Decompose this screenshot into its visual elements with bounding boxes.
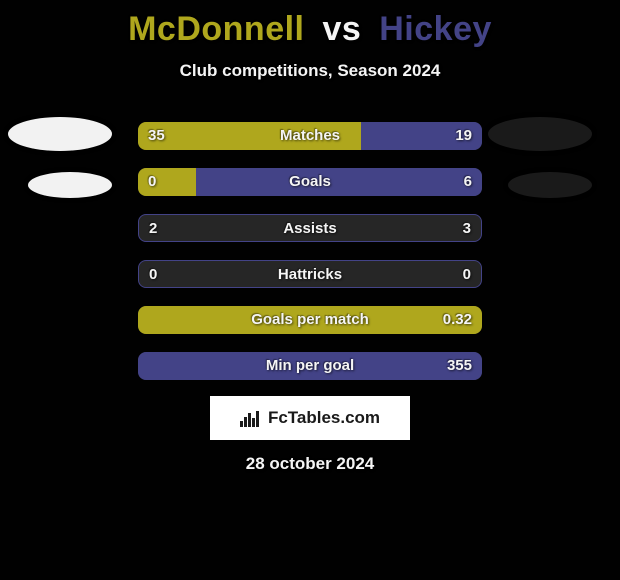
subtitle: Club competitions, Season 2024 [0, 61, 620, 81]
stat-row: 0Hattricks0 [138, 260, 482, 288]
barchart-icon [240, 409, 262, 427]
stat-value-right: 3 [463, 215, 471, 242]
stat-label: Matches [138, 122, 482, 150]
title: McDonnell vs Hickey [0, 0, 620, 49]
stat-row: Goals per match0.32 [138, 306, 482, 334]
title-vs: vs [322, 10, 361, 48]
stat-label: Assists [139, 215, 481, 242]
stat-label: Goals [138, 168, 482, 196]
badge-player1-b [28, 172, 112, 198]
title-player1: McDonnell [128, 10, 304, 48]
title-player2: Hickey [379, 10, 492, 48]
date-text: 28 october 2024 [0, 454, 620, 474]
stat-row: 0Goals6 [138, 168, 482, 196]
stat-value-right: 355 [447, 352, 472, 380]
infographic-root: McDonnell vs Hickey Club competitions, S… [0, 0, 620, 580]
stat-value-right: 0.32 [443, 306, 472, 334]
stat-row: 2Assists3 [138, 214, 482, 242]
badge-player2-a [488, 117, 592, 151]
stats-container: 35Matches190Goals62Assists30Hattricks0Go… [138, 122, 482, 398]
brand-text: FcTables.com [268, 408, 380, 428]
stat-label: Min per goal [138, 352, 482, 380]
badge-player1-a [8, 117, 112, 151]
stat-label: Goals per match [138, 306, 482, 334]
stat-value-right: 6 [464, 168, 472, 196]
stat-label: Hattricks [139, 261, 481, 288]
stat-row: Min per goal355 [138, 352, 482, 380]
stat-row: 35Matches19 [138, 122, 482, 150]
stat-value-right: 19 [455, 122, 472, 150]
badge-player2-b [508, 172, 592, 198]
brand-box: FcTables.com [210, 396, 410, 440]
stat-value-right: 0 [463, 261, 471, 288]
